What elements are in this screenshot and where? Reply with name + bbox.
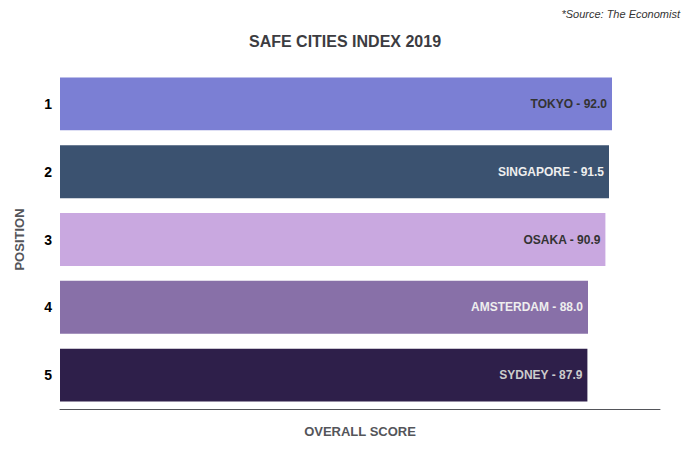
svg-text:*Source: The Economist: *Source: The Economist bbox=[561, 8, 681, 20]
svg-text:4: 4 bbox=[44, 299, 52, 315]
svg-text:TOKYO - 92.0: TOKYO - 92.0 bbox=[531, 97, 608, 111]
svg-text:3: 3 bbox=[44, 232, 52, 248]
svg-text:1: 1 bbox=[44, 96, 52, 112]
svg-text:SAFE CITIES INDEX 2019: SAFE CITIES INDEX 2019 bbox=[249, 33, 441, 50]
svg-text:OVERALL SCORE: OVERALL SCORE bbox=[304, 424, 416, 439]
svg-text:AMSTERDAM - 88.0: AMSTERDAM - 88.0 bbox=[471, 300, 583, 314]
svg-text:SYDNEY - 87.9: SYDNEY - 87.9 bbox=[499, 368, 582, 382]
svg-text:POSITION: POSITION bbox=[12, 208, 27, 270]
svg-text:OSAKA - 90.9: OSAKA - 90.9 bbox=[523, 233, 600, 247]
svg-text:5: 5 bbox=[44, 367, 52, 383]
svg-text:SINGAPORE - 91.5: SINGAPORE - 91.5 bbox=[498, 165, 604, 179]
svg-text:2: 2 bbox=[44, 164, 52, 180]
